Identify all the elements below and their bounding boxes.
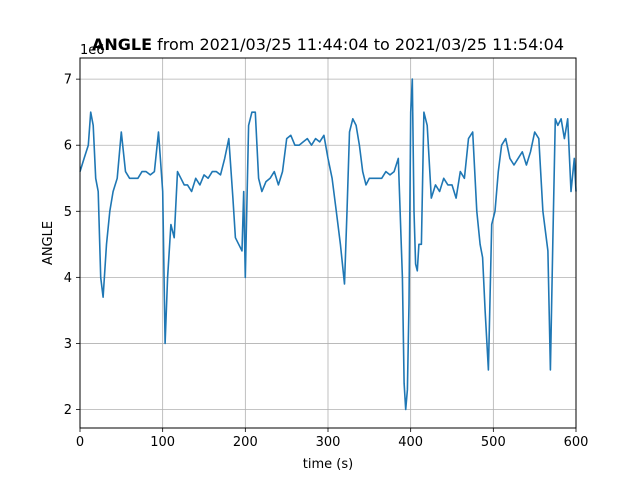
y-tick-label: 5 [64, 205, 72, 220]
y-offset-label: 1e6 [80, 43, 105, 58]
y-axis-ticks: 2 3 4 5 6 7 [64, 73, 80, 418]
y-tick-label: 3 [64, 337, 72, 352]
series-layer [79, 78, 577, 411]
chart-title-bold: ANGLE [92, 35, 152, 54]
grid-lines [79, 58, 577, 428]
chart-title: ANGLE from 2021/03/25 11:44:04 to 2021/0… [92, 35, 564, 54]
chart-title-rest: from 2021/03/25 11:44:04 to 2021/03/25 1… [152, 35, 564, 54]
x-tick-label: 500 [481, 435, 506, 450]
x-tick-label: 0 [76, 435, 84, 450]
x-tick-label: 100 [150, 435, 175, 450]
x-axis-label: time (s) [303, 457, 353, 472]
y-tick-label: 7 [64, 73, 72, 88]
x-tick-label: 400 [398, 435, 423, 450]
y-tick-label: 6 [64, 139, 72, 154]
y-tick-label: 2 [64, 403, 72, 418]
x-axis-ticks: 0 100 200 300 400 500 600 [76, 428, 589, 450]
x-tick-label: 300 [316, 435, 341, 450]
series-line [79, 78, 577, 411]
x-tick-label: 200 [233, 435, 258, 450]
y-tick-label: 4 [64, 271, 72, 286]
x-tick-label: 600 [564, 435, 589, 450]
y-axis-label: ANGLE [41, 221, 56, 265]
